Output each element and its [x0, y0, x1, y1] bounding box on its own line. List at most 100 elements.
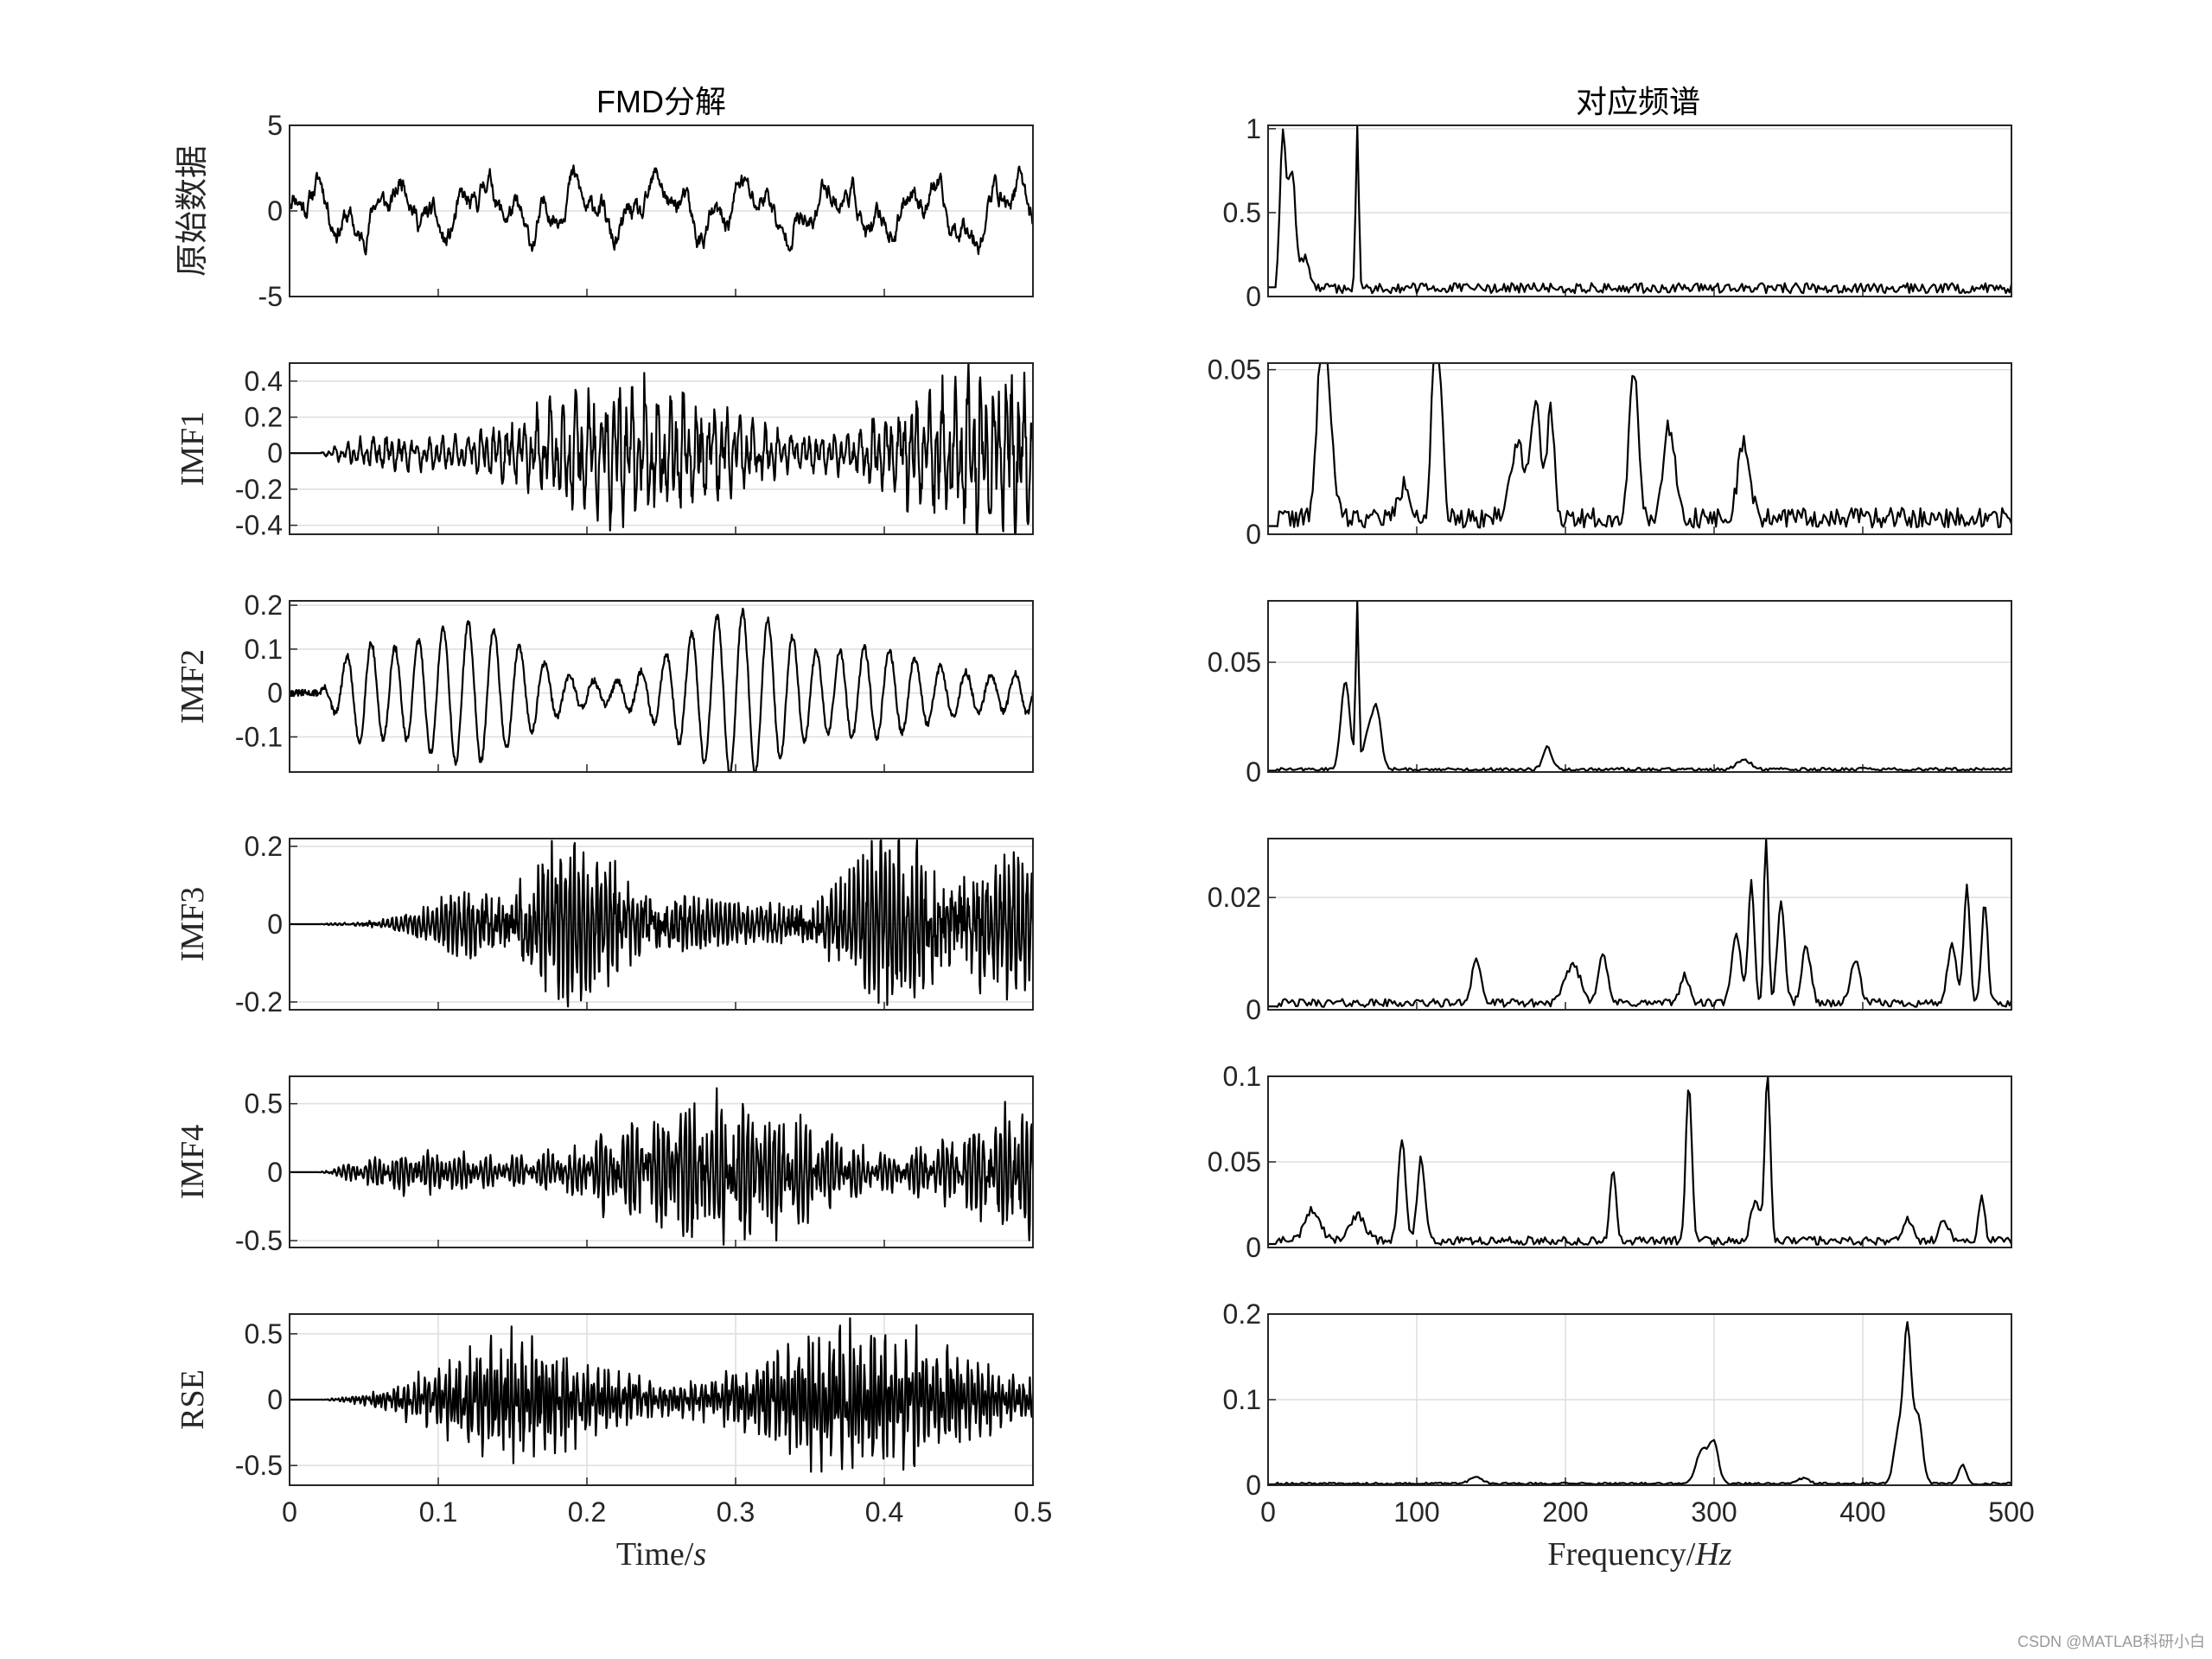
y-tick-label: 0.05 — [1208, 1146, 1261, 1177]
x-axis-label: Time/s — [616, 1536, 706, 1573]
y-tick-label: 0.2 — [245, 831, 283, 862]
x-axis-label: Frequency/Hz — [1547, 1536, 1731, 1573]
subplot-freq-1: 00.05 — [1208, 354, 2013, 550]
series-line — [1268, 1075, 2012, 1246]
series-line — [289, 837, 1035, 1008]
y-tick-label: 0 — [267, 909, 283, 940]
series-line — [1268, 1321, 2012, 1486]
x-tick-label: 200 — [1542, 1496, 1588, 1528]
series-line — [289, 361, 1035, 536]
axes-frame — [289, 1313, 1034, 1486]
y-tick-label: 0.02 — [1208, 882, 1261, 913]
x-tick-label: 0.5 — [1014, 1496, 1052, 1528]
y-tick-label: 0.05 — [1208, 354, 1261, 386]
x-tick-label: 500 — [1988, 1496, 2034, 1528]
y-axis-label: IMF3 — [175, 887, 211, 962]
y-tick-label: 0 — [1246, 281, 1261, 312]
y-tick-label: 0 — [1246, 519, 1261, 550]
y-tick-label: 0.1 — [1223, 1061, 1261, 1092]
axes-frame — [289, 838, 1034, 1011]
x-tick-label: 0 — [1260, 1496, 1276, 1528]
y-tick-label: -0.2 — [235, 474, 283, 505]
y-tick-label: 0.5 — [245, 1318, 283, 1350]
axes-frame — [289, 362, 1034, 535]
subplot-freq-4: 0 0.05 0.1 — [1208, 1061, 2012, 1263]
axes-frame — [1267, 1313, 2012, 1486]
axes-frame — [1267, 1075, 2012, 1248]
subplot-freq-5: 0 0.1 0.2 0 100 200 300 400 500 Frequency/Hz — [1223, 1298, 2035, 1573]
series-line — [289, 1317, 1035, 1473]
series-line — [289, 164, 1035, 256]
x-tick-label: 0.4 — [865, 1496, 903, 1528]
series-line — [1268, 599, 2012, 772]
subplot-time-2: -0.1 0 0.1 0.2 IMF2 — [175, 590, 1035, 774]
y-tick-label: 0.2 — [245, 402, 283, 433]
left-column-title: FMD分解 — [596, 84, 726, 119]
y-tick-label: -0.1 — [235, 721, 283, 752]
axes-frame — [1267, 124, 2012, 297]
x-tick-label: 0 — [282, 1496, 297, 1528]
x-tick-label: 400 — [1839, 1496, 1885, 1528]
right-column-title: 对应频谱 — [1576, 85, 1700, 120]
y-axis-label: 原始数据 — [173, 145, 211, 277]
axes-frame — [289, 1075, 1034, 1248]
y-tick-label: -0.5 — [235, 1225, 283, 1256]
x-tick-label: 100 — [1393, 1496, 1439, 1528]
y-tick-label: 0 — [267, 195, 283, 227]
subplot-time-3: -0.2 0 0.2 IMF3 — [175, 831, 1035, 1018]
y-tick-label: 0.5 — [1223, 197, 1261, 228]
y-tick-label: -0.5 — [235, 1450, 283, 1481]
subplot-freq-0: 00.51 — [1223, 113, 2013, 312]
y-axis-label: IMF2 — [175, 649, 211, 724]
subplot-time-0: -5 0 5 原始数据 — [173, 110, 1035, 312]
y-tick-label: 0.1 — [1223, 1384, 1261, 1415]
axes-frame — [1267, 600, 2012, 773]
subplot-freq-3: 00.02 — [1208, 837, 2013, 1025]
y-tick-label: 0 — [267, 437, 283, 469]
series-line — [1268, 361, 2013, 529]
y-tick-label: 0.2 — [245, 590, 283, 621]
y-tick-label: 0 — [267, 1157, 283, 1188]
subplot-time-1: -0.4 -0.2 0 0.2 0.4 IMF1 — [175, 361, 1035, 541]
y-tick-label: 0 — [1246, 1470, 1261, 1501]
axes-frame — [1267, 838, 2012, 1011]
y-tick-label: 0 — [267, 1384, 283, 1415]
series-line — [1268, 837, 2013, 1008]
axes-background — [1268, 125, 2011, 297]
y-tick-label: 0 — [1246, 1232, 1261, 1263]
subplot-grid: -5 0 5 原始数据 -0.4 -0.2 0 0.2 0.4 IMF1 -0.1 0 0.1 0.2 IM… — [173, 110, 2035, 1573]
series-line — [289, 1087, 1035, 1246]
axes-frame — [289, 124, 1034, 297]
axes-background — [1268, 839, 2011, 1010]
subplot-time-4: -0.5 0 0.5 IMF4 — [175, 1075, 1035, 1256]
y-axis-label: IMF1 — [175, 412, 211, 487]
series-line — [1268, 124, 2013, 295]
y-tick-label: 0 — [267, 678, 283, 709]
y-tick-label: 5 — [267, 110, 283, 141]
y-tick-label: 0.05 — [1208, 647, 1261, 678]
x-tick-label: 0.1 — [419, 1496, 457, 1528]
axes-frame — [1267, 362, 2012, 535]
y-tick-label: 0.5 — [245, 1088, 283, 1120]
y-tick-label: 0.1 — [245, 634, 283, 665]
y-axis-label: RSE — [175, 1369, 211, 1430]
y-axis-label: IMF4 — [175, 1125, 211, 1200]
watermark: CSDN @MATLAB科研小白 — [2018, 1633, 2205, 1650]
y-tick-label: -0.4 — [235, 510, 283, 541]
x-tick-label: 300 — [1691, 1496, 1737, 1528]
x-tick-label: 0.3 — [717, 1496, 755, 1528]
axes-frame — [289, 600, 1034, 773]
y-tick-label: 1 — [1246, 113, 1261, 144]
series-line — [289, 607, 1035, 774]
y-tick-label: -0.2 — [235, 986, 283, 1018]
axes-background — [1268, 601, 2011, 772]
y-tick-label: -5 — [258, 281, 283, 312]
y-tick-label: 0 — [1246, 994, 1261, 1025]
subplot-freq-2: 00.05 — [1208, 599, 2012, 788]
y-tick-label: 0.2 — [1223, 1298, 1261, 1330]
y-tick-label: 0 — [1246, 756, 1261, 788]
y-tick-label: 0.4 — [245, 366, 283, 397]
subplot-time-5: -0.5 0 0.5 0 0.1 0.2 0.3 0.4 0.5 Time/s RSE — [175, 1313, 1052, 1573]
x-tick-label: 0.2 — [568, 1496, 606, 1528]
